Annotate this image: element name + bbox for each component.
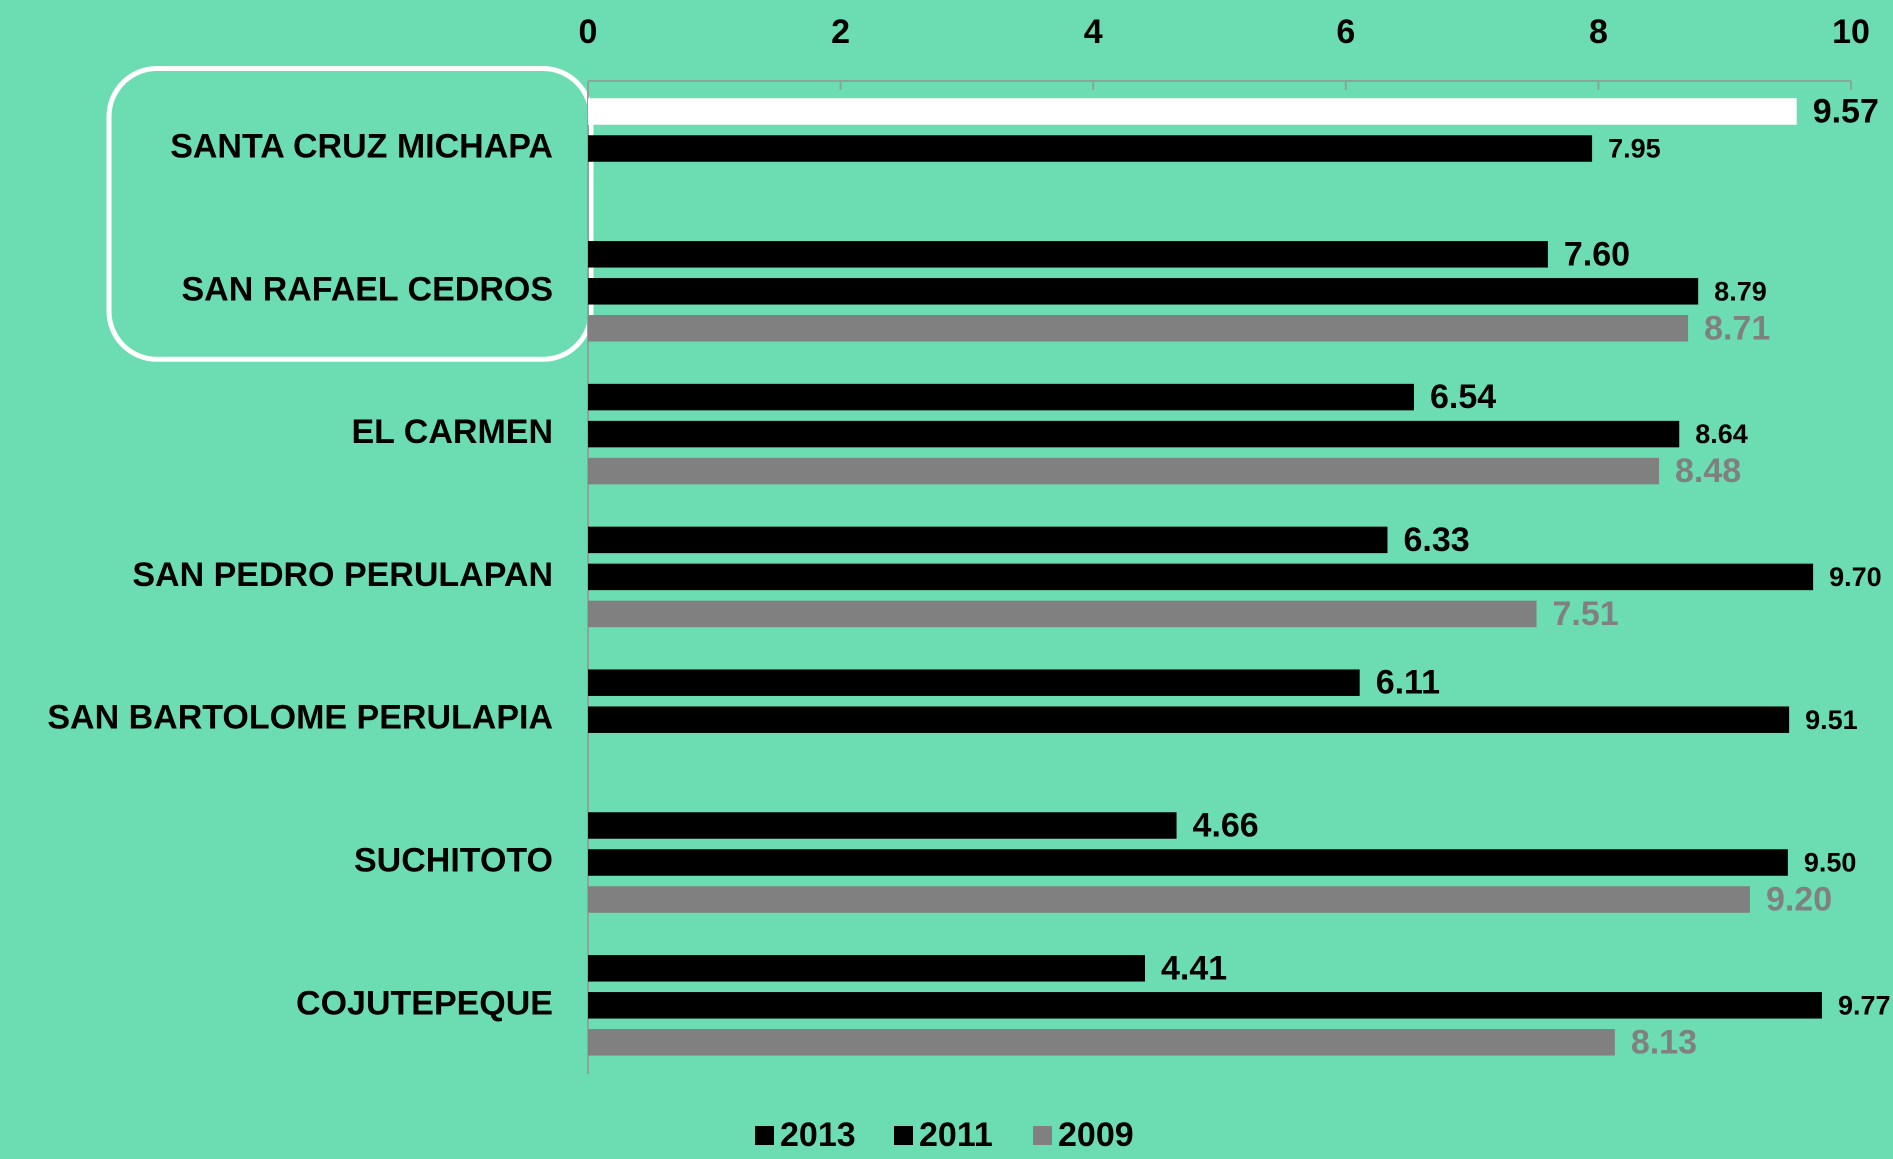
bar (588, 955, 1145, 982)
bar (588, 383, 1415, 411)
category-label: SAN PEDRO PERULAPAN (132, 556, 553, 594)
bar (588, 992, 1822, 1019)
bar (588, 315, 1689, 342)
value-label: 4.66 (1193, 806, 1259, 844)
value-label: 8.71 (1704, 309, 1770, 347)
value-label: 9.77 (1838, 990, 1891, 1020)
value-label: 9.70 (1829, 562, 1882, 592)
legend-swatch (1033, 1126, 1052, 1145)
bar (588, 849, 1788, 876)
bar (588, 669, 1360, 696)
x-tick-label: 2 (831, 13, 850, 51)
bar (588, 563, 1814, 591)
bar (588, 98, 1797, 125)
value-label: 7.95 (1608, 134, 1661, 164)
bar (588, 526, 1388, 554)
bar (588, 706, 1790, 733)
bar (588, 241, 1548, 268)
value-label: 8.64 (1695, 419, 1748, 449)
category-label: SAN BARTOLOME PERULAPIA (47, 699, 553, 737)
value-label: 9.20 (1766, 880, 1832, 918)
x-tick-label: 6 (1336, 13, 1355, 51)
category-label: EL CARMEN (352, 413, 554, 451)
value-label: 6.33 (1403, 521, 1469, 559)
legend-label: 2011 (919, 1116, 993, 1154)
bar (588, 812, 1177, 839)
value-label: 6.11 (1376, 664, 1440, 702)
value-label: 8.48 (1675, 452, 1741, 490)
bar (588, 135, 1593, 162)
legend-label: 2013 (780, 1116, 856, 1154)
legend-label: 2009 (1058, 1116, 1134, 1154)
value-label: 4.41 (1161, 949, 1227, 987)
category-label: SUCHITOTO (354, 841, 553, 879)
bar (588, 278, 1699, 305)
legend-swatch (755, 1126, 774, 1145)
bar (588, 457, 1660, 485)
category-label: SANTA CRUZ MICHAPA (170, 127, 553, 165)
value-label: 7.51 (1553, 595, 1619, 633)
bar (588, 600, 1537, 628)
value-label: 9.57 (1813, 92, 1879, 130)
value-label: 8.13 (1631, 1023, 1697, 1061)
bar (588, 1029, 1615, 1056)
legend-swatch (894, 1126, 913, 1145)
x-tick-label: 10 (1832, 13, 1870, 51)
value-label: 8.79 (1714, 276, 1767, 306)
x-tick-label: 0 (579, 13, 598, 51)
category-label: SAN RAFAEL CEDROS (181, 270, 553, 308)
value-label: 9.50 (1804, 848, 1857, 878)
value-label: 7.60 (1564, 235, 1630, 273)
bar (588, 420, 1680, 448)
category-label: COJUTEPEQUE (296, 984, 553, 1022)
value-label: 9.51 (1805, 705, 1858, 735)
bar (588, 886, 1750, 913)
value-label: 6.54 (1430, 378, 1496, 416)
highlight-box (106, 66, 594, 362)
x-tick-label: 4 (1084, 13, 1103, 51)
x-tick-label: 8 (1589, 13, 1608, 51)
